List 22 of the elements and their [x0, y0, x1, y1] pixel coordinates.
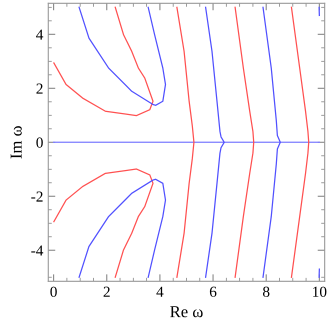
y-tick-label: 4 [36, 30, 44, 40]
y-tick-label: -4 [31, 246, 44, 256]
x-tick-label: 10 [313, 286, 326, 297]
line-series [234, 6, 254, 278]
y-tick-label: 0 [36, 137, 43, 148]
x-tick-label: 4 [156, 286, 164, 297]
x-axis-title: Re ω [170, 306, 203, 318]
y-tick-label: 2 [36, 83, 43, 94]
line-series [53, 6, 154, 116]
line-series [53, 168, 154, 278]
line-series [204, 6, 225, 278]
line-series [78, 6, 166, 106]
x-tick-label: 2 [104, 286, 110, 297]
line-series [78, 178, 166, 278]
line-series [176, 6, 195, 278]
x-tick-label: 0 [50, 286, 57, 297]
x-tick-label: 8 [262, 286, 270, 297]
y-axis-title: Im ω [10, 126, 22, 159]
line-series [290, 6, 310, 278]
line-series [262, 6, 281, 278]
x-tick-label: 6 [210, 286, 216, 297]
y-tick-label: -2 [31, 191, 43, 202]
